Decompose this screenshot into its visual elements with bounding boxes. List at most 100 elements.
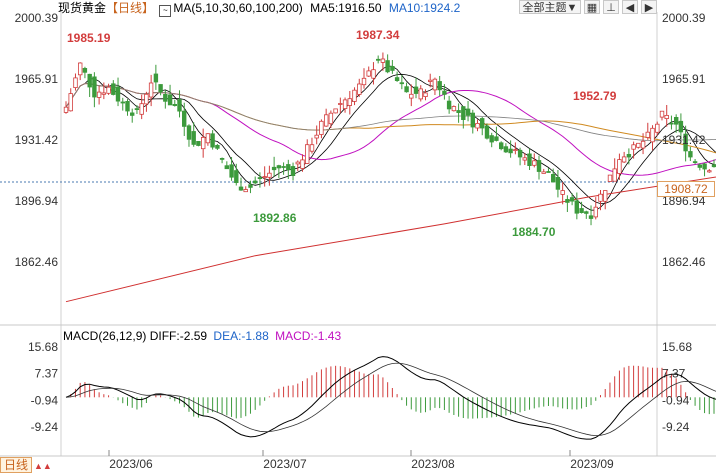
candle [456, 103, 461, 123]
candle [659, 110, 665, 121]
candle-body [612, 168, 617, 182]
candle-body [200, 136, 206, 150]
candle [139, 94, 144, 120]
candle [144, 91, 149, 112]
candle [669, 115, 674, 130]
pin-icon[interactable]: ⊥ [603, 0, 619, 14]
candle [437, 76, 442, 96]
candle [96, 86, 102, 105]
candle-body [205, 133, 211, 144]
candle [645, 122, 650, 140]
candle [300, 154, 305, 172]
candle [252, 176, 258, 185]
candle-body [139, 103, 144, 115]
footer-arrows-icon[interactable]: ▲▲ [34, 461, 52, 471]
candle-body [252, 180, 258, 184]
candle [574, 192, 579, 220]
candle [63, 101, 69, 114]
candle-body [503, 146, 509, 153]
arrow-right-icon[interactable]: ▶ [641, 0, 657, 14]
candle [352, 87, 357, 106]
candle-body [148, 82, 154, 98]
candle [409, 84, 414, 107]
candle-body [702, 163, 707, 170]
ma-toggle-icon[interactable]: ~ [159, 5, 172, 17]
macd-y-tick-left: -0.94 [31, 393, 59, 407]
theme-button[interactable]: 全部主题▼ [519, 0, 581, 14]
arrow-left-icon[interactable]: ◀ [622, 0, 638, 14]
y-tick-left: 1931.42 [15, 133, 59, 147]
candle-body [144, 93, 149, 105]
candle-body [115, 86, 121, 102]
ma200-line [65, 176, 716, 303]
x-tick-label: 2023/08 [411, 457, 455, 471]
macd-y-tick-right: -0.94 [662, 393, 690, 407]
last-price-box: 1908.72 [657, 181, 715, 197]
candle [385, 54, 390, 74]
candle [513, 142, 518, 155]
candle [598, 190, 603, 211]
candle-body [489, 135, 494, 143]
candle-body [338, 103, 343, 105]
candle [366, 66, 371, 77]
ma5-line [65, 65, 716, 211]
candle [413, 77, 419, 99]
candle [229, 157, 234, 181]
candle-body [257, 177, 263, 180]
candle-body [167, 94, 173, 106]
candle-body [527, 153, 532, 166]
candle-body [191, 131, 196, 145]
candle-body [598, 193, 603, 202]
candle [271, 156, 277, 177]
candle-body [92, 76, 97, 98]
candle [361, 68, 367, 89]
ma10-value: MA10:1924.2 [388, 1, 461, 15]
ma-params-label: MA(5,10,30,60,100,200) [173, 1, 303, 15]
candle [153, 64, 159, 90]
candle [338, 97, 343, 114]
candle [238, 177, 244, 191]
candle [347, 91, 352, 115]
candle [304, 139, 310, 164]
candle [442, 84, 447, 100]
candle [636, 142, 641, 149]
candle-body [621, 156, 627, 163]
candle-body [565, 198, 570, 203]
candle-body [63, 106, 69, 113]
candle [101, 82, 106, 100]
candle [115, 77, 121, 107]
candle-body [603, 190, 608, 202]
candle [357, 78, 362, 97]
candle-body [461, 106, 466, 120]
candle-body [650, 127, 655, 143]
candle-body [626, 153, 632, 158]
candle-body [262, 176, 267, 179]
grid-icon[interactable]: ▦ [584, 0, 600, 14]
candle-body [655, 123, 660, 133]
candle-body [404, 86, 409, 93]
candle [423, 89, 428, 101]
candle [631, 141, 636, 159]
macd-y-tick-left: 7.37 [35, 367, 59, 381]
candle-body [522, 157, 527, 161]
period-label[interactable]: 【日线】 [106, 1, 155, 15]
candle [603, 190, 608, 210]
candle-body [546, 171, 551, 173]
candle [678, 113, 684, 140]
candle-body [96, 91, 102, 98]
candle [87, 73, 92, 97]
candle-body [347, 98, 352, 106]
candle-body [409, 93, 414, 99]
candle-body [418, 88, 423, 100]
candle-body [333, 108, 338, 114]
symbol-label: 现货黄金 [58, 1, 107, 15]
candle [167, 84, 173, 106]
candle-body [484, 125, 490, 139]
footer-period-tab[interactable]: 日线 [0, 457, 33, 473]
candle-body [664, 115, 669, 120]
annotation-low: 1884.70 [512, 225, 556, 239]
candle-body [636, 142, 641, 148]
candle-body [78, 62, 83, 76]
candle-body [290, 166, 296, 177]
candle-body [437, 81, 442, 91]
